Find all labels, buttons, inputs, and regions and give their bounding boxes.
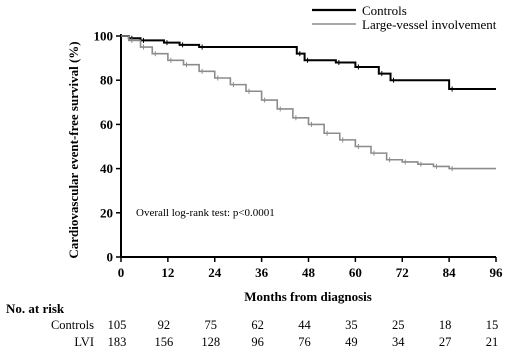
y-tick-label: 40 — [100, 161, 113, 176]
axes: 0 20 40 60 80 100 0 12 24 36 48 60 72 84 96 — [94, 29, 504, 281]
risk-count: 62 — [251, 318, 264, 332]
legend-label: Controls — [362, 3, 407, 18]
risk-count: 96 — [251, 335, 264, 349]
risk-count: 156 — [155, 335, 174, 349]
x-tick-label: 0 — [118, 265, 125, 280]
x-tick-label: 12 — [161, 265, 174, 280]
x-tick-label: 24 — [208, 265, 222, 280]
series-line-lvi — [121, 35, 496, 170]
risk-count: 105 — [108, 318, 127, 332]
x-tick-label: 36 — [255, 265, 269, 280]
risk-count: 15 — [486, 318, 499, 332]
x-tick-label: 60 — [349, 265, 362, 280]
y-tick-label: 20 — [100, 205, 113, 220]
legend-label: Large-vessel involvement — [362, 17, 497, 32]
x-tick-label: 72 — [396, 265, 409, 280]
risk-count: 76 — [298, 335, 311, 349]
risk-count: 183 — [108, 335, 127, 349]
risk-count: 75 — [205, 318, 218, 332]
x-tick-label: 84 — [443, 265, 457, 280]
x-tick-label: 48 — [302, 265, 316, 280]
risk-count: 27 — [439, 335, 452, 349]
series-line-controls — [121, 35, 496, 91]
risk-count: 49 — [345, 335, 358, 349]
y-tick-label: 0 — [107, 250, 114, 265]
risk-count: 92 — [158, 318, 171, 332]
risk-table: Controls 105 92 75 62 44 35 25 18 15 LVI 183 156 128 9… — [51, 318, 498, 349]
y-axis-title: Cardiovascular event-free survival (%) — [66, 41, 81, 258]
risk-row-label: Controls — [51, 318, 94, 332]
logrank-annotation: Overall log-rank test: p<0.0001 — [136, 207, 275, 219]
y-tick-label: 80 — [100, 73, 113, 88]
x-axis-title: Months from diagnosis — [244, 289, 372, 304]
risk-count: 18 — [439, 318, 452, 332]
risk-count: 21 — [486, 335, 499, 349]
risk-row-label: LVI — [74, 335, 94, 349]
risk-count: 35 — [345, 318, 358, 332]
y-tick-label: 60 — [100, 117, 113, 132]
risk-count: 44 — [298, 318, 311, 332]
risk-count: 25 — [392, 318, 405, 332]
risk-table-title: No. at risk — [6, 301, 65, 316]
risk-count: 128 — [201, 335, 220, 349]
risk-count: 34 — [392, 335, 405, 349]
series-layer — [121, 35, 496, 172]
x-tick-label: 96 — [490, 265, 504, 280]
y-tick-label: 100 — [94, 29, 114, 44]
